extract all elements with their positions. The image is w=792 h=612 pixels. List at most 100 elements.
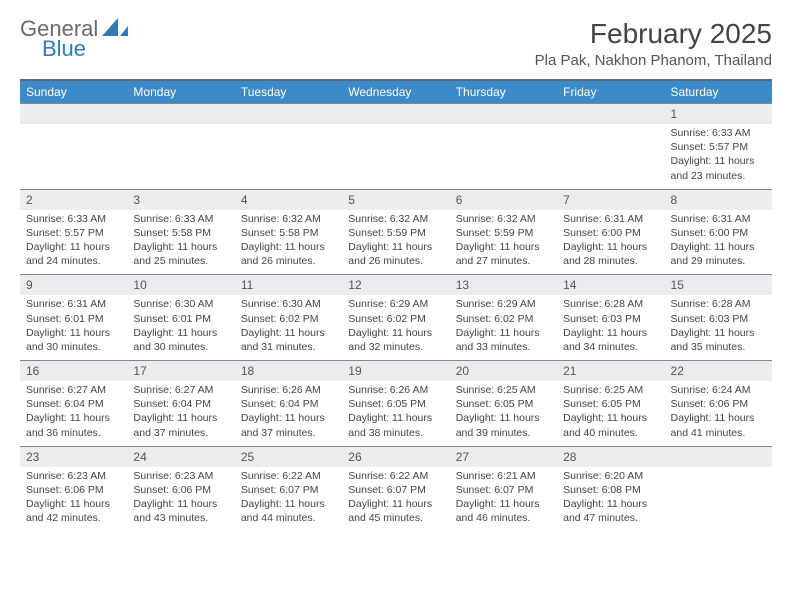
day-info-line: Sunrise: 6:25 AM	[563, 383, 658, 397]
day-info-line: Sunset: 6:06 PM	[26, 483, 121, 497]
day-number-cell	[235, 104, 342, 125]
day-info-line: Sunset: 5:58 PM	[133, 226, 228, 240]
day-info-line: Sunrise: 6:23 AM	[133, 469, 228, 483]
day-number-cell: 7	[557, 189, 664, 210]
day-info-line: Sunrise: 6:28 AM	[671, 297, 766, 311]
day-info-line: Sunset: 6:07 PM	[241, 483, 336, 497]
day-data-row: Sunrise: 6:33 AMSunset: 5:57 PMDaylight:…	[20, 124, 772, 189]
day-data-cell: Sunrise: 6:22 AMSunset: 6:07 PMDaylight:…	[342, 467, 449, 532]
day-info-line: Daylight: 11 hours and 37 minutes.	[133, 411, 228, 439]
day-number-cell: 12	[342, 275, 449, 296]
day-info-line: Daylight: 11 hours and 27 minutes.	[456, 240, 551, 268]
day-number-cell	[342, 104, 449, 125]
day-info-line: Sunrise: 6:33 AM	[26, 212, 121, 226]
day-data-cell: Sunrise: 6:26 AMSunset: 6:04 PMDaylight:…	[235, 381, 342, 446]
day-number-cell: 6	[450, 189, 557, 210]
day-number-row: 2345678	[20, 189, 772, 210]
day-info-line: Sunset: 6:02 PM	[241, 312, 336, 326]
brand-text: General Blue	[20, 18, 98, 60]
day-number-cell: 21	[557, 361, 664, 382]
day-data-cell: Sunrise: 6:23 AMSunset: 6:06 PMDaylight:…	[127, 467, 234, 532]
day-info-line: Sunset: 6:06 PM	[671, 397, 766, 411]
day-info-line: Sunset: 5:58 PM	[241, 226, 336, 240]
sail-icon	[102, 18, 128, 36]
day-info-line: Sunrise: 6:26 AM	[241, 383, 336, 397]
day-data-cell: Sunrise: 6:31 AMSunset: 6:01 PMDaylight:…	[20, 295, 127, 360]
day-data-cell: Sunrise: 6:25 AMSunset: 6:05 PMDaylight:…	[557, 381, 664, 446]
day-data-row: Sunrise: 6:31 AMSunset: 6:01 PMDaylight:…	[20, 295, 772, 360]
day-info-line: Sunset: 6:05 PM	[563, 397, 658, 411]
weekday-header: Thursday	[450, 80, 557, 104]
day-info-line: Daylight: 11 hours and 24 minutes.	[26, 240, 121, 268]
day-info-line: Sunset: 5:59 PM	[456, 226, 551, 240]
day-info-line: Sunset: 6:04 PM	[241, 397, 336, 411]
day-data-cell: Sunrise: 6:33 AMSunset: 5:57 PMDaylight:…	[20, 210, 127, 275]
day-data-row: Sunrise: 6:27 AMSunset: 6:04 PMDaylight:…	[20, 381, 772, 446]
day-info-line: Daylight: 11 hours and 26 minutes.	[348, 240, 443, 268]
day-number-cell: 19	[342, 361, 449, 382]
day-data-cell: Sunrise: 6:29 AMSunset: 6:02 PMDaylight:…	[342, 295, 449, 360]
day-number-cell: 4	[235, 189, 342, 210]
brand-logo: General Blue	[20, 18, 128, 60]
day-info-line: Sunset: 6:07 PM	[456, 483, 551, 497]
day-info-line: Sunrise: 6:29 AM	[348, 297, 443, 311]
day-data-cell: Sunrise: 6:33 AMSunset: 5:57 PMDaylight:…	[665, 124, 772, 189]
day-info-line: Sunrise: 6:33 AM	[133, 212, 228, 226]
weekday-header: Saturday	[665, 80, 772, 104]
day-data-cell: Sunrise: 6:28 AMSunset: 6:03 PMDaylight:…	[665, 295, 772, 360]
day-data-row: Sunrise: 6:33 AMSunset: 5:57 PMDaylight:…	[20, 210, 772, 275]
weekday-header-row: Sunday Monday Tuesday Wednesday Thursday…	[20, 80, 772, 104]
day-number-cell	[450, 104, 557, 125]
day-data-cell	[235, 124, 342, 189]
day-data-cell: Sunrise: 6:27 AMSunset: 6:04 PMDaylight:…	[127, 381, 234, 446]
day-data-cell: Sunrise: 6:21 AMSunset: 6:07 PMDaylight:…	[450, 467, 557, 532]
day-info-line: Sunrise: 6:23 AM	[26, 469, 121, 483]
day-number-cell: 10	[127, 275, 234, 296]
day-info-line: Sunset: 6:03 PM	[671, 312, 766, 326]
day-data-cell: Sunrise: 6:32 AMSunset: 5:59 PMDaylight:…	[342, 210, 449, 275]
day-data-cell: Sunrise: 6:30 AMSunset: 6:02 PMDaylight:…	[235, 295, 342, 360]
weekday-header: Friday	[557, 80, 664, 104]
day-info-line: Sunset: 5:57 PM	[671, 140, 766, 154]
day-info-line: Daylight: 11 hours and 33 minutes.	[456, 326, 551, 354]
day-info-line: Daylight: 11 hours and 47 minutes.	[563, 497, 658, 525]
day-info-line: Sunset: 5:59 PM	[348, 226, 443, 240]
day-info-line: Sunset: 6:01 PM	[133, 312, 228, 326]
day-info-line: Daylight: 11 hours and 30 minutes.	[133, 326, 228, 354]
day-data-cell	[127, 124, 234, 189]
weekday-header: Monday	[127, 80, 234, 104]
day-number-cell: 11	[235, 275, 342, 296]
day-number-cell: 23	[20, 446, 127, 467]
day-number-cell: 15	[665, 275, 772, 296]
day-number-cell: 5	[342, 189, 449, 210]
day-data-cell: Sunrise: 6:32 AMSunset: 5:59 PMDaylight:…	[450, 210, 557, 275]
day-data-cell: Sunrise: 6:32 AMSunset: 5:58 PMDaylight:…	[235, 210, 342, 275]
day-number-cell	[127, 104, 234, 125]
day-number-cell: 1	[665, 104, 772, 125]
day-data-cell: Sunrise: 6:22 AMSunset: 6:07 PMDaylight:…	[235, 467, 342, 532]
day-info-line: Daylight: 11 hours and 35 minutes.	[671, 326, 766, 354]
day-data-cell	[342, 124, 449, 189]
day-number-cell: 14	[557, 275, 664, 296]
day-info-line: Sunrise: 6:32 AM	[348, 212, 443, 226]
day-info-line: Sunrise: 6:33 AM	[671, 126, 766, 140]
day-info-line: Daylight: 11 hours and 44 minutes.	[241, 497, 336, 525]
weekday-header: Tuesday	[235, 80, 342, 104]
day-number-row: 16171819202122	[20, 361, 772, 382]
day-number-cell: 20	[450, 361, 557, 382]
day-info-line: Daylight: 11 hours and 26 minutes.	[241, 240, 336, 268]
day-info-line: Sunset: 6:01 PM	[26, 312, 121, 326]
day-data-cell: Sunrise: 6:20 AMSunset: 6:08 PMDaylight:…	[557, 467, 664, 532]
day-info-line: Daylight: 11 hours and 43 minutes.	[133, 497, 228, 525]
day-number-cell: 25	[235, 446, 342, 467]
day-number-cell: 2	[20, 189, 127, 210]
day-info-line: Daylight: 11 hours and 38 minutes.	[348, 411, 443, 439]
day-number-cell: 13	[450, 275, 557, 296]
brand-name-2: Blue	[42, 38, 98, 60]
day-info-line: Sunset: 6:00 PM	[671, 226, 766, 240]
day-data-cell: Sunrise: 6:24 AMSunset: 6:06 PMDaylight:…	[665, 381, 772, 446]
day-data-cell: Sunrise: 6:30 AMSunset: 6:01 PMDaylight:…	[127, 295, 234, 360]
day-info-line: Daylight: 11 hours and 30 minutes.	[26, 326, 121, 354]
day-data-cell: Sunrise: 6:26 AMSunset: 6:05 PMDaylight:…	[342, 381, 449, 446]
day-number-cell: 24	[127, 446, 234, 467]
